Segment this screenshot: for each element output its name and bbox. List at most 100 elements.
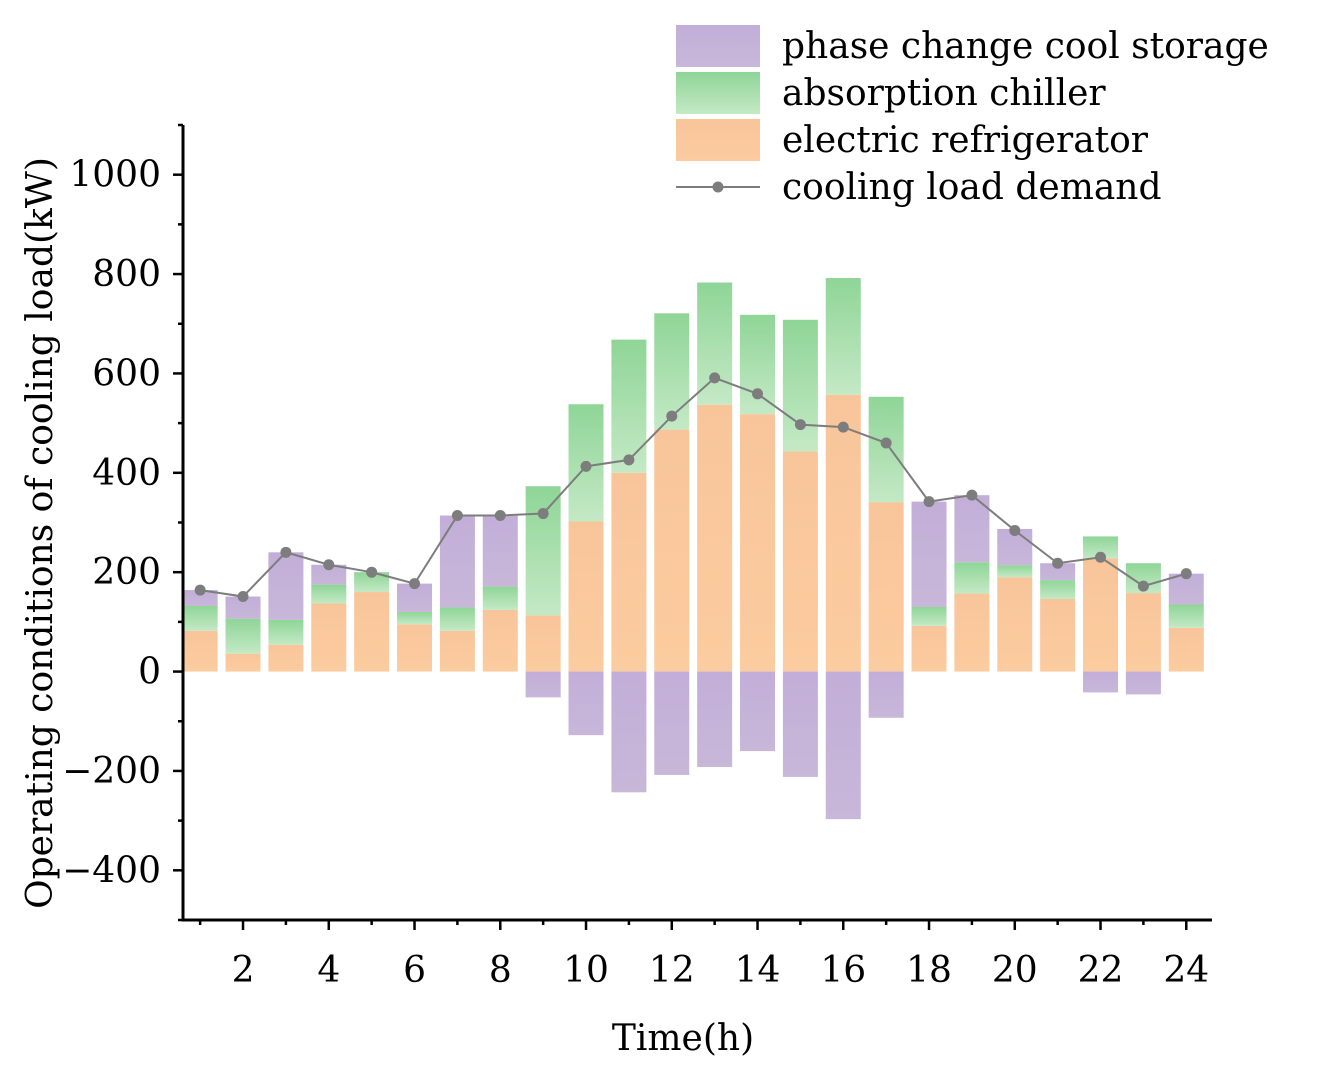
bar-absorption-chiller-19 (954, 562, 990, 594)
bar-absorption-chiller-12 (654, 313, 690, 430)
demand-point-7 (451, 510, 463, 522)
bar-phase-change-cool-storage-22 (1083, 671, 1119, 693)
bar-phase-change-cool-storage-13 (697, 671, 733, 767)
demand-point-23 (1137, 580, 1149, 592)
demand-point-15 (794, 419, 806, 431)
y-tick-label-400: 400 (92, 453, 161, 494)
bar-phase-change-cool-storage-17 (868, 671, 904, 718)
bar-absorption-chiller-2 (225, 618, 261, 654)
y-tick-label-600: 600 (92, 353, 161, 394)
bar-phase-change-cool-storage-21 (1040, 563, 1076, 581)
demand-point-8 (494, 510, 506, 522)
x-tick-label-22: 22 (1078, 950, 1124, 991)
y-tick-label-1000: 1000 (69, 155, 161, 196)
demand-point-1 (194, 584, 206, 596)
bar-absorption-chiller-11 (611, 339, 647, 473)
bar-absorption-chiller-13 (697, 282, 733, 405)
bar-absorption-chiller-1 (182, 605, 218, 631)
demand-point-22 (1095, 551, 1107, 563)
bar-electric-refrigerator-12 (654, 429, 690, 672)
bar-absorption-chiller-7 (439, 607, 475, 631)
bar-electric-refrigerator-10 (568, 521, 604, 672)
legend: phase change cool storage absorption chil… (676, 25, 1269, 208)
legend-swatch-phase-change-cool-storage (676, 25, 760, 67)
demand-point-3 (280, 546, 292, 558)
bar-phase-change-cool-storage-14 (740, 671, 776, 752)
bar-electric-refrigerator-5 (354, 592, 390, 672)
bar-electric-refrigerator-3 (268, 644, 304, 672)
bar-phase-change-cool-storage-1 (182, 590, 218, 606)
bar-electric-refrigerator-8 (482, 609, 518, 672)
demand-point-21 (1052, 557, 1064, 569)
bar-phase-change-cool-storage-19 (954, 495, 990, 563)
bar-electric-refrigerator-9 (525, 615, 561, 672)
demand-point-10 (580, 460, 592, 472)
legend-swatch-marker (712, 181, 724, 193)
bar-phase-change-cool-storage-18 (911, 501, 947, 607)
legend-swatch-electric-refrigerator (676, 119, 760, 161)
bar-absorption-chiller-3 (268, 619, 304, 645)
legend-swatch-absorption-chiller (676, 72, 760, 114)
bar-phase-change-cool-storage-7 (439, 515, 475, 608)
demand-point-24 (1180, 568, 1192, 580)
bar-absorption-chiller-16 (825, 278, 861, 395)
bar-phase-change-cool-storage-16 (825, 671, 861, 820)
demand-point-11 (623, 454, 635, 466)
bar-phase-change-cool-storage-2 (225, 596, 261, 619)
bar-electric-refrigerator-21 (1040, 599, 1076, 672)
x-tick-label-16: 16 (820, 950, 866, 991)
legend-label-absorption-chiller: absorption chiller (782, 73, 1106, 114)
bar-phase-change-cool-storage-8 (482, 515, 518, 587)
x-tick-label-18: 18 (906, 950, 952, 991)
bar-phase-change-cool-storage-15 (782, 671, 818, 777)
bar-electric-refrigerator-7 (439, 630, 475, 672)
y-tick-label-200: 200 (92, 552, 161, 593)
demand-point-14 (752, 388, 764, 400)
bar-absorption-chiller-8 (482, 586, 518, 610)
x-tick-label-2: 2 (232, 950, 255, 991)
legend-label-electric-refrigerator: electric refrigerator (782, 120, 1149, 161)
bar-absorption-chiller-9 (525, 486, 561, 616)
bar-electric-refrigerator-2 (225, 653, 261, 672)
bar-phase-change-cool-storage-12 (654, 671, 690, 775)
bar-phase-change-cool-storage-23 (1125, 671, 1161, 695)
bar-electric-refrigerator-19 (954, 593, 990, 672)
x-tick-label-6: 6 (403, 950, 426, 991)
y-tick-label--200: −200 (62, 751, 161, 792)
bar-electric-refrigerator-13 (697, 404, 733, 672)
bar-electric-refrigerator-24 (1168, 627, 1204, 672)
bar-phase-change-cool-storage-3 (268, 552, 304, 620)
x-tick-label-10: 10 (563, 950, 609, 991)
bar-marks (182, 278, 1204, 820)
demand-point-20 (1009, 524, 1021, 536)
bar-electric-refrigerator-4 (311, 603, 347, 672)
bar-absorption-chiller-17 (868, 396, 904, 503)
bar-absorption-chiller-18 (911, 606, 947, 626)
y-axis-ticks: −400 −200 0 200 400 600 800 1000 (62, 123, 183, 922)
demand-point-13 (709, 372, 721, 384)
legend-label-cooling-load-demand: cooling load demand (782, 167, 1162, 208)
bar-phase-change-cool-storage-10 (568, 671, 604, 736)
bar-electric-refrigerator-16 (825, 394, 861, 672)
bar-electric-refrigerator-22 (1083, 558, 1119, 672)
x-axis-title: Time(h) (612, 1018, 754, 1059)
x-tick-label-24: 24 (1163, 950, 1209, 991)
bar-phase-change-cool-storage-4 (311, 564, 347, 585)
demand-point-9 (537, 508, 549, 520)
demand-point-5 (366, 566, 378, 578)
demand-point-2 (237, 591, 249, 603)
y-tick-label-0: 0 (138, 652, 161, 693)
x-tick-label-20: 20 (992, 950, 1038, 991)
bar-absorption-chiller-20 (997, 565, 1033, 578)
x-axis-ticks: 2 4 6 8 10 12 14 16 18 20 22 24 (198, 920, 1209, 991)
bar-absorption-chiller-24 (1168, 604, 1204, 628)
demand-point-6 (409, 578, 421, 590)
bar-electric-refrigerator-17 (868, 502, 904, 672)
demand-point-4 (323, 559, 335, 571)
bar-absorption-chiller-4 (311, 584, 347, 604)
legend-label-phase-change-cool-storage: phase change cool storage (782, 26, 1269, 67)
cooling-load-demand-line (200, 376, 1187, 598)
x-tick-label-8: 8 (489, 950, 512, 991)
